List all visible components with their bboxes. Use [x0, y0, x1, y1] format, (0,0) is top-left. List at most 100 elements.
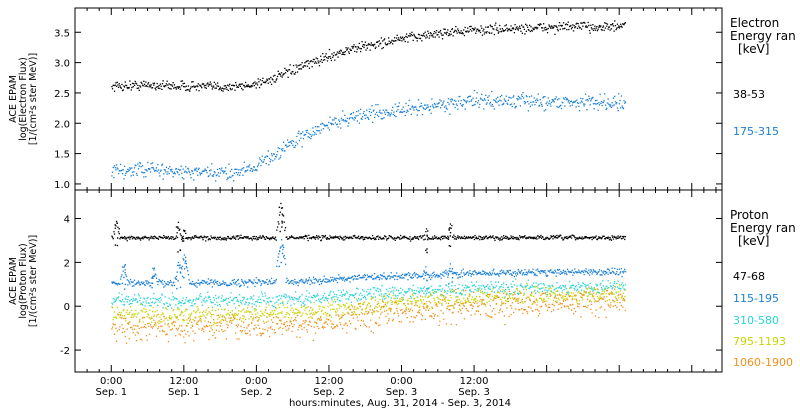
data-point [241, 320, 243, 322]
data-point [171, 85, 174, 87]
data-point [136, 174, 138, 176]
data-point [179, 228, 181, 230]
data-point [434, 288, 436, 291]
data-point [158, 320, 160, 322]
data-point [332, 56, 334, 58]
data-point [550, 101, 553, 104]
data-point [285, 281, 287, 284]
data-point [288, 295, 290, 297]
data-point [429, 105, 432, 108]
data-point [557, 269, 559, 271]
data-point [398, 37, 400, 39]
data-point [218, 238, 220, 240]
data-point [123, 331, 126, 333]
data-point [340, 237, 343, 239]
data-point [486, 292, 488, 294]
data-point [231, 237, 233, 240]
data-point [499, 270, 501, 272]
data-point [567, 270, 569, 272]
data-point [357, 114, 359, 117]
data-point [237, 86, 239, 88]
data-point [223, 309, 225, 311]
data-point [557, 297, 559, 299]
data-point [614, 236, 617, 238]
data-point [298, 64, 301, 66]
data-point [329, 292, 331, 294]
data-point [461, 294, 463, 296]
data-point [150, 305, 152, 307]
data-point [430, 112, 432, 114]
data-point [199, 293, 201, 295]
data-point [380, 118, 382, 120]
data-point [557, 30, 559, 32]
data-point [577, 281, 579, 284]
data-point [543, 283, 545, 285]
data-point [126, 171, 128, 173]
data-point [448, 33, 450, 35]
data-point [451, 236, 454, 238]
data-point [421, 35, 424, 37]
data-point [380, 237, 382, 239]
data-point [135, 325, 137, 327]
data-point [374, 47, 376, 50]
data-point [111, 282, 114, 284]
data-point [473, 238, 476, 241]
data-point [320, 129, 323, 131]
data-point [622, 107, 624, 109]
data-point [306, 131, 308, 134]
data-point [334, 298, 336, 301]
data-point [411, 289, 413, 291]
data-point [578, 105, 580, 107]
data-point [243, 308, 245, 310]
data-point [207, 85, 209, 87]
data-point [314, 296, 317, 298]
data-point [157, 313, 160, 315]
data-point [427, 274, 430, 276]
data-point [534, 104, 536, 106]
data-point [186, 89, 188, 91]
data-point [332, 291, 335, 293]
data-point [611, 288, 613, 290]
data-point [380, 293, 382, 295]
data-point [220, 88, 222, 90]
data-point [563, 98, 565, 100]
data-point [163, 169, 166, 171]
data-point [457, 30, 460, 32]
data-point [392, 237, 394, 239]
data-point [536, 28, 538, 30]
data-point [361, 309, 363, 311]
spike-point [124, 272, 126, 274]
data-point [292, 140, 295, 142]
data-point [373, 109, 375, 111]
data-point [236, 300, 238, 302]
data-point [304, 307, 307, 309]
data-point [332, 308, 334, 310]
data-point [575, 285, 577, 287]
data-point [370, 111, 372, 114]
data-point [299, 68, 301, 70]
spike-point [426, 251, 428, 254]
data-point [216, 301, 218, 303]
data-point [620, 25, 623, 27]
data-point [342, 289, 344, 291]
data-point [401, 277, 403, 279]
data-point [437, 34, 439, 36]
data-point [183, 259, 185, 261]
data-point [303, 65, 305, 67]
data-point [390, 41, 392, 43]
data-point [228, 284, 230, 286]
data-point [600, 100, 603, 103]
data-point [241, 279, 243, 281]
data-point [552, 271, 554, 273]
data-point [497, 96, 499, 98]
data-point [499, 239, 501, 241]
data-point [167, 284, 170, 286]
data-point [279, 311, 281, 314]
data-point [342, 279, 344, 281]
data-point [202, 83, 204, 85]
data-point [545, 293, 547, 296]
data-point [406, 273, 408, 275]
data-point [407, 272, 410, 274]
data-point [477, 29, 480, 32]
proton-series-1060-1900 [111, 286, 627, 344]
